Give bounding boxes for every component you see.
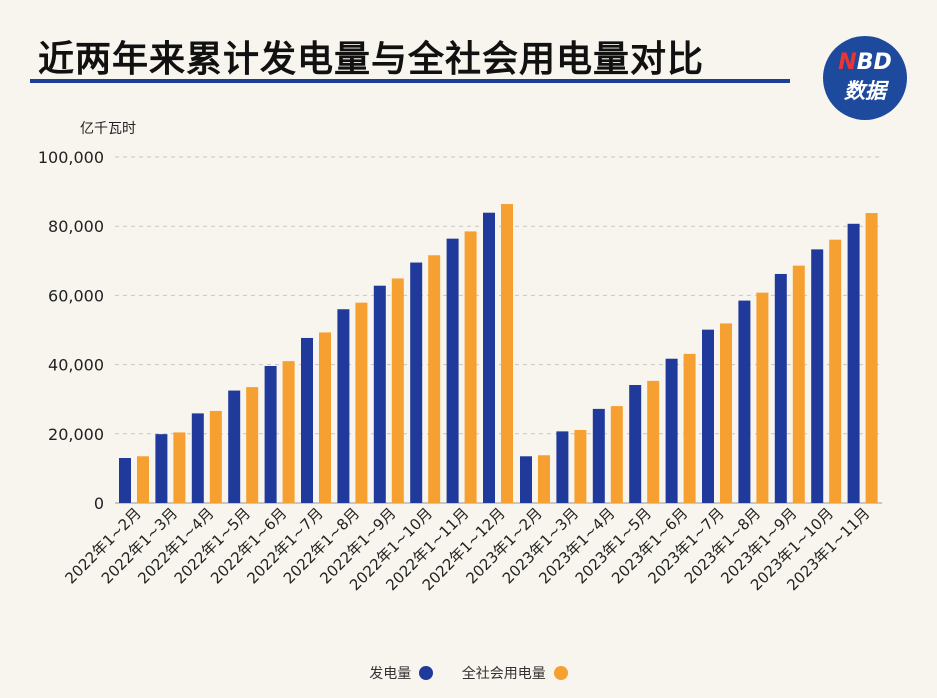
bar-generation	[228, 390, 241, 503]
bar-consumption	[683, 353, 696, 503]
y-tick-label: 100,000	[38, 148, 104, 167]
bar-consumption	[282, 361, 295, 503]
legend-item-generation: 发电量	[369, 663, 434, 683]
legend-item-consumption: 全社会用电量	[462, 663, 568, 683]
bar-generation	[410, 262, 423, 503]
y-axis-label: 亿千瓦时	[80, 121, 136, 137]
legend-marker	[419, 666, 434, 680]
chart-title: 近两年来累计发电量与全社会用电量对比	[38, 39, 705, 80]
bar-generation	[301, 337, 313, 503]
bar-generation	[191, 413, 204, 503]
y-tick-label: 0	[94, 494, 104, 513]
bar-generation	[155, 434, 168, 503]
bar-generation	[446, 238, 459, 503]
bar-generation	[738, 300, 751, 503]
bar-consumption	[355, 302, 368, 503]
title-underline	[30, 79, 790, 83]
bar-generation	[665, 358, 678, 503]
bar-consumption	[209, 410, 222, 503]
bar-generation	[373, 285, 386, 503]
legend-label: 全社会用电量	[461, 666, 546, 682]
bar-generation	[337, 309, 350, 503]
logo-bd: BD	[856, 50, 892, 75]
bar-consumption	[501, 204, 513, 503]
y-tick-label: 20,000	[48, 425, 104, 444]
y-tick-label: 40,000	[48, 356, 104, 375]
bar-generation	[702, 329, 714, 503]
bar-consumption	[829, 239, 842, 503]
logo-data: 数据	[844, 79, 886, 103]
legend-label: 发电量	[369, 666, 412, 682]
bar-generation	[264, 365, 277, 503]
bar-consumption	[792, 265, 805, 503]
legend-marker	[553, 666, 568, 680]
y-tick-label: 80,000	[48, 217, 104, 236]
bar-generation	[629, 385, 642, 503]
bar-generation	[847, 223, 860, 503]
bar-generation	[774, 273, 787, 503]
bar-generation	[483, 212, 495, 503]
bar-consumption	[137, 456, 149, 503]
bar-consumption	[428, 255, 441, 503]
bar-consumption	[610, 406, 623, 503]
logo-n: N	[838, 50, 857, 75]
bar-generation	[556, 431, 569, 503]
bar-consumption	[538, 455, 550, 503]
bar-consumption	[865, 213, 878, 503]
bar-consumption	[246, 387, 259, 503]
legend: 发电量 全社会用电量	[0, 663, 937, 683]
bar-consumption	[756, 292, 769, 503]
bar-consumption	[391, 278, 404, 503]
bar-consumption	[720, 323, 732, 503]
bar-generation	[119, 458, 131, 503]
bar-generation	[592, 408, 605, 503]
bar-consumption	[574, 429, 587, 503]
bar-consumption	[173, 432, 186, 503]
bar-generation	[811, 249, 824, 503]
bar-consumption	[464, 231, 477, 503]
bar-consumption	[319, 332, 331, 503]
bar-generation	[520, 456, 532, 503]
bar-consumption	[647, 380, 660, 503]
y-tick-label: 60,000	[48, 286, 104, 305]
nbd-logo: NBD 数据	[823, 36, 907, 120]
